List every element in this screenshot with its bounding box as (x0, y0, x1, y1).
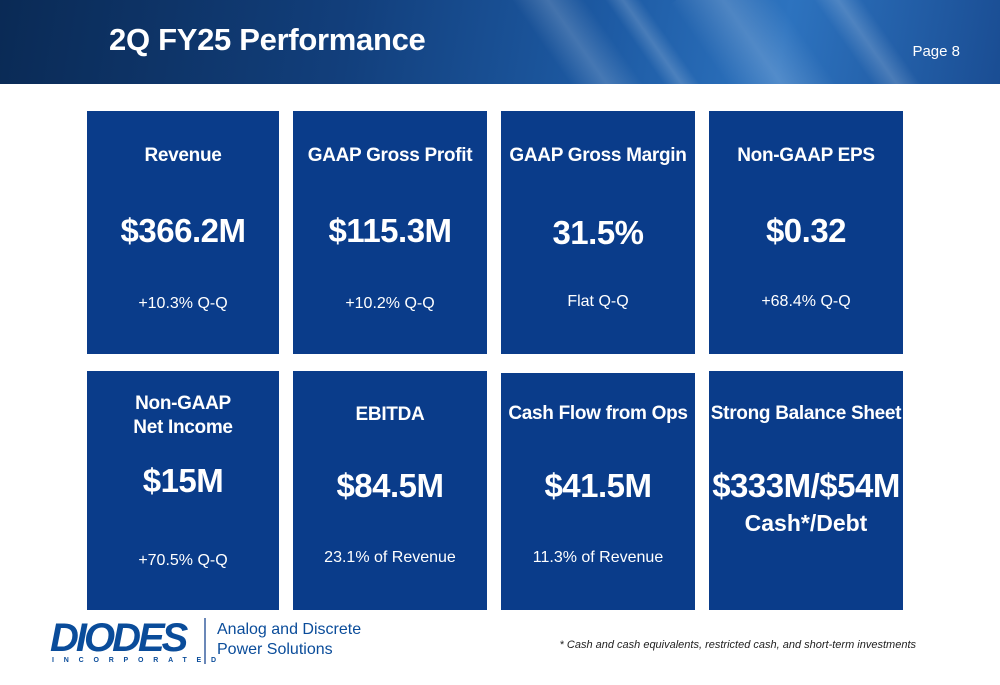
tagline-line: Analog and Discrete (217, 621, 362, 638)
card-note: 23.1% of Revenue (324, 549, 456, 566)
card-note: +10.3% Q-Q (138, 295, 228, 312)
footnote: * Cash and cash equivalents, restricted … (559, 639, 916, 651)
card-gaap-gross-profit: GAAP Gross Profit $115.3M +10.2% Q-Q (293, 111, 487, 354)
company-tagline: Analog and Discrete Power Solutions (217, 620, 361, 660)
tagline-line: Power Solutions (217, 641, 333, 658)
card-label: Cash Flow from Ops (508, 403, 688, 424)
card-value: $84.5M (336, 467, 444, 504)
diodes-logo: DIODES INCORPORATED (50, 616, 216, 666)
card-value: 31.5% (552, 214, 644, 251)
card-value: $0.32 (765, 212, 847, 249)
card-non-gaap-net-income: Non-GAAP Net Income $15M +70.5% Q-Q (87, 371, 279, 610)
card-note: +10.2% Q-Q (345, 295, 435, 312)
page-number: Page 8 (912, 43, 960, 60)
header-banner: 2Q FY25 Performance Page 8 (0, 0, 1000, 84)
card-strong-balance-sheet: Strong Balance Sheet $333M/$54M Cash*/De… (709, 371, 903, 610)
card-subvalue: Cash*/Debt (744, 510, 868, 536)
card-ebitda: EBITDA $84.5M 23.1% of Revenue (293, 371, 487, 610)
logo-subtitle: INCORPORATED (52, 657, 226, 664)
card-value: $41.5M (544, 467, 652, 504)
page-title: 2Q FY25 Performance (109, 22, 426, 57)
card-label: Strong Balance Sheet (710, 403, 902, 424)
card-note: 11.3% of Revenue (532, 549, 664, 566)
card-label: Revenue (144, 145, 222, 166)
card-value: $115.3M (328, 212, 452, 249)
card-label: EBITDA (355, 404, 425, 425)
logo-wordmark: DIODES (50, 616, 188, 660)
card-label: Non-GAAP (135, 393, 231, 414)
card-revenue: Revenue $366.2M +10.3% Q-Q (87, 111, 279, 354)
card-value: $333M/$54M (712, 467, 900, 504)
card-label: Non-GAAP EPS (737, 145, 875, 166)
card-label: GAAP Gross Profit (307, 145, 473, 166)
card-non-gaap-eps: Non-GAAP EPS $0.32 +68.4% Q-Q (709, 111, 903, 354)
card-note: +70.5% Q-Q (138, 552, 228, 569)
card-value: $15M (142, 462, 224, 499)
card-gaap-gross-margin: GAAP Gross Margin 31.5% Flat Q-Q (501, 111, 695, 354)
card-note: +68.4% Q-Q (761, 293, 851, 310)
footer-divider (204, 618, 206, 664)
card-label: GAAP Gross Margin (509, 145, 687, 166)
card-value: $366.2M (120, 212, 246, 249)
card-label: Net Income (133, 417, 233, 438)
card-note: Flat Q-Q (567, 293, 629, 310)
card-cash-flow-from-ops: Cash Flow from Ops $41.5M 11.3% of Reven… (501, 373, 695, 610)
